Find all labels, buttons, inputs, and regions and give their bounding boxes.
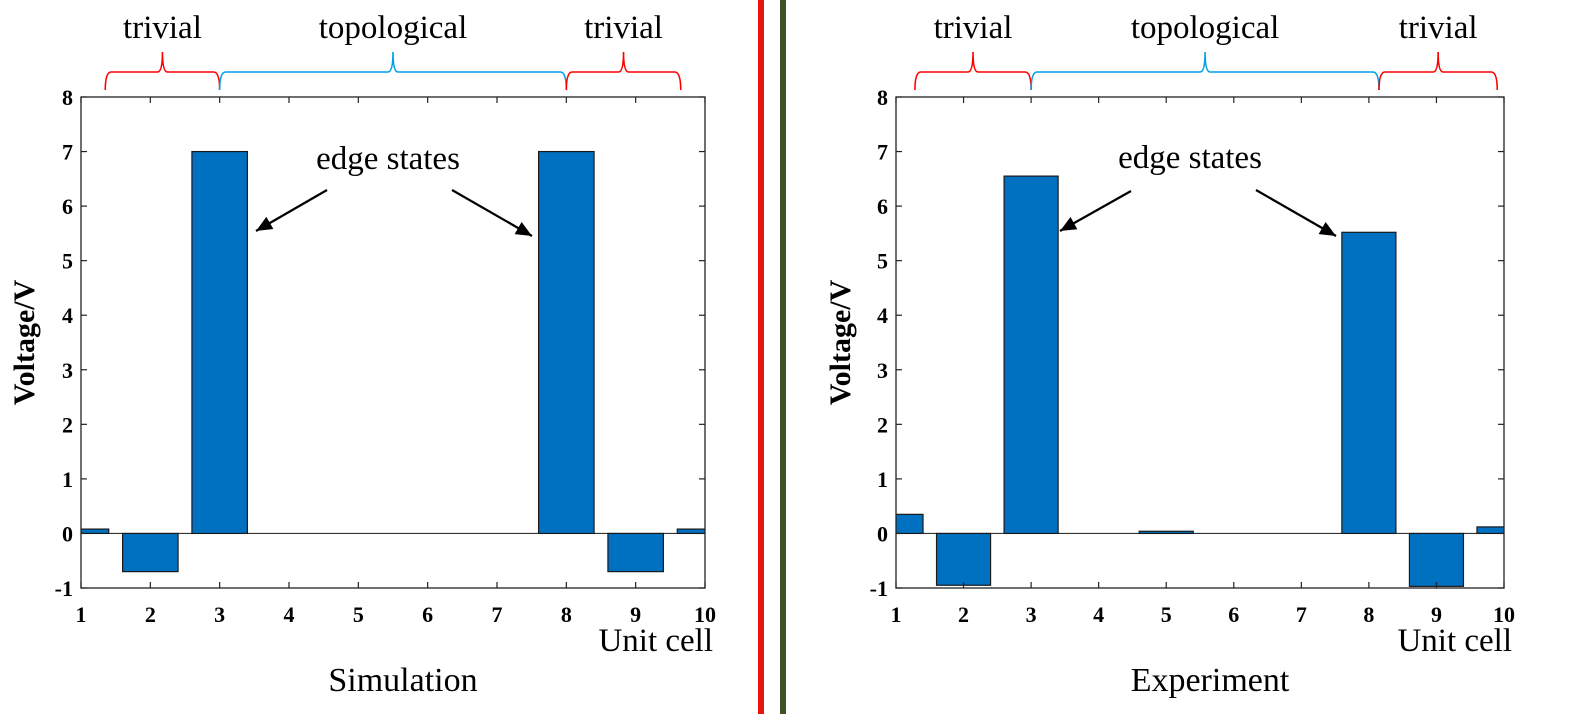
simulation-chart: -1 0 1 2 3 4 5 6 7 8 1 2 3 4 5 6 7 8 9 10 Voltage/V Unit cell… <box>8 10 716 699</box>
experiment-chart: -1 0 1 2 3 4 5 6 7 8 1 2 3 4 5 6 7 8 9 10 Voltage/V Unit cell… <box>824 10 1515 699</box>
x-tick-label: 4 <box>284 602 295 627</box>
region-brace-2 <box>1378 51 1499 91</box>
y-tick-label: 7 <box>877 140 888 165</box>
y-tick-label: 6 <box>877 194 888 219</box>
x-tick-label: 5 <box>353 602 364 627</box>
x-axis-label: Unit cell <box>1397 623 1512 659</box>
x-tick-label: 2 <box>145 602 156 627</box>
x-tick-label: 6 <box>1228 602 1239 627</box>
bar-cell-5 <box>1138 530 1194 535</box>
panel-caption: Experiment <box>1131 662 1290 699</box>
x-tick-label: 4 <box>1093 602 1104 627</box>
y-axis-label: Voltage/V <box>824 279 857 405</box>
bars-group <box>81 150 705 573</box>
x-tick-label: 9 <box>630 602 641 627</box>
x-tick-label: 1 <box>76 602 87 627</box>
bar-cell-9 <box>1408 532 1465 587</box>
y-tick-label: -1 <box>870 576 888 601</box>
region-brace-2 <box>565 51 682 91</box>
bar-cell-3 <box>1003 175 1059 535</box>
plot-frame <box>80 96 706 589</box>
x-tick-label: 3 <box>214 602 225 627</box>
panel-caption: Simulation <box>328 662 477 699</box>
region-label-1: topological <box>1131 10 1279 46</box>
y-tick-label: 0 <box>62 521 73 546</box>
annotation-arrow-head-1 <box>1318 221 1336 236</box>
x-tick-label: 10 <box>694 602 716 627</box>
y-tick-label: 1 <box>877 467 888 492</box>
annotation-arrow-head-1 <box>514 221 532 236</box>
y-tick-label: 6 <box>62 194 73 219</box>
y-tick-label: 3 <box>62 358 73 383</box>
region-brace-0 <box>914 51 1032 91</box>
region-label-2: trivial <box>584 10 663 46</box>
region-label-0: trivial <box>934 10 1013 46</box>
bars-group <box>896 175 1504 587</box>
y-tick-label: 5 <box>877 249 888 274</box>
y-tick-label: 1 <box>62 467 73 492</box>
region-label-1: topological <box>319 10 467 46</box>
y-tick-label: 8 <box>877 85 888 110</box>
bar-cell-8 <box>1341 231 1397 535</box>
region-brace-1 <box>1030 51 1380 91</box>
bar-cell-3 <box>191 150 249 535</box>
x-tick-label: 3 <box>1026 602 1037 627</box>
annotation-arrow-head-0 <box>1060 217 1078 231</box>
x-tick-label: 7 <box>492 602 503 627</box>
x-tick-label: 9 <box>1431 602 1442 627</box>
region-label-0: trivial <box>123 10 202 46</box>
x-tick-label: 8 <box>561 602 572 627</box>
bar-cell-1 <box>81 528 110 535</box>
x-tick-label: 2 <box>958 602 969 627</box>
x-axis-label: Unit cell <box>598 623 713 659</box>
x-tick-label: 5 <box>1161 602 1172 627</box>
bar-cell-10 <box>1476 526 1504 535</box>
y-tick-label: 7 <box>62 140 73 165</box>
bar-cell-2 <box>121 532 179 573</box>
y-tick-label: 2 <box>62 412 73 437</box>
y-tick-label: 3 <box>877 358 888 383</box>
bar-cell-2 <box>935 532 992 586</box>
region-label-2: trivial <box>1399 10 1478 46</box>
plot-frame <box>895 96 1505 589</box>
annotation-arrow-head-0 <box>256 216 274 231</box>
y-tick-label: 8 <box>62 85 73 110</box>
y-tick-label: -1 <box>55 576 73 601</box>
x-tick-label: 7 <box>1296 602 1307 627</box>
y-axis-label: Voltage/V <box>8 279 41 405</box>
y-tick-label: 4 <box>62 303 73 328</box>
x-tick-label: 6 <box>422 602 433 627</box>
bar-cell-8 <box>537 150 595 535</box>
x-tick-label: 10 <box>1493 602 1515 627</box>
bar-cell-9 <box>607 532 665 573</box>
region-brace-0 <box>104 51 221 91</box>
edge-states-annotation: edge states <box>316 141 460 177</box>
y-tick-label: 4 <box>877 303 888 328</box>
x-tick-label: 8 <box>1363 602 1374 627</box>
edge-states-annotation: edge states <box>1118 140 1262 176</box>
y-tick-label: 5 <box>62 249 73 274</box>
y-tick-label: 2 <box>877 412 888 437</box>
region-brace-1 <box>218 51 568 91</box>
x-tick-label: 1 <box>891 602 902 627</box>
y-tick-label: 0 <box>877 521 888 546</box>
